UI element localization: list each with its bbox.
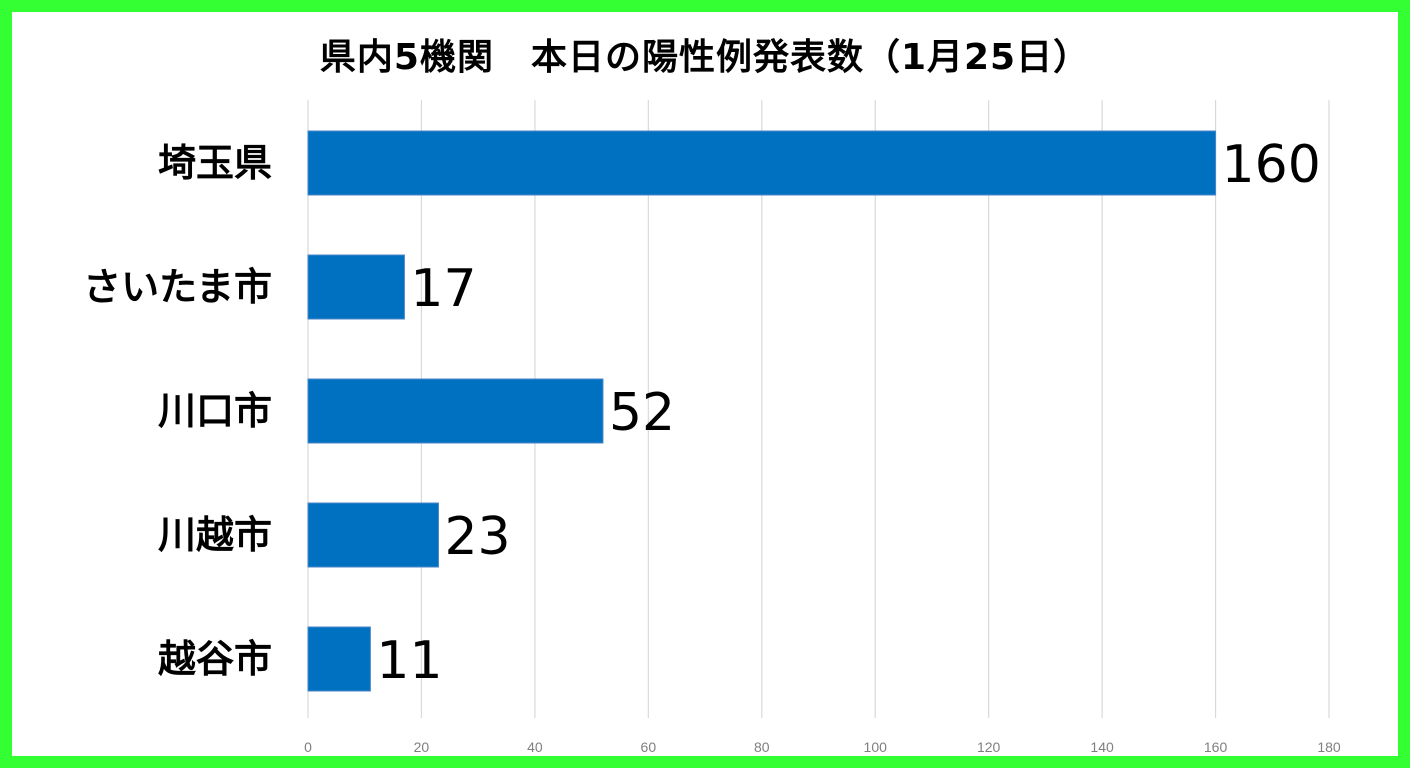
bars (307, 130, 1217, 692)
category-label: さいたま市 (83, 265, 272, 309)
data-label: 160 (1222, 135, 1321, 195)
x-axis-tick-labels: 0 20 40 60 80 100 120 140 160 180 (304, 739, 1341, 755)
data-label: 11 (376, 631, 442, 691)
x-tick-label: 120 (977, 739, 1001, 755)
x-tick-label: 100 (864, 739, 888, 755)
x-tick-label: 0 (304, 739, 312, 755)
category-label: 川口市 (158, 389, 272, 433)
data-label: 52 (609, 383, 675, 443)
x-tick-label: 40 (527, 739, 543, 755)
category-label: 川越市 (158, 513, 272, 557)
bar (307, 502, 439, 568)
bar (307, 254, 405, 320)
data-label: 17 (410, 259, 476, 319)
category-label: 埼玉県 (158, 141, 272, 185)
x-tick-label: 160 (1204, 739, 1228, 755)
x-tick-label: 60 (641, 739, 657, 755)
data-label: 23 (444, 507, 510, 567)
data-labels: 160 17 52 23 11 (376, 135, 1320, 691)
x-tick-label: 20 (414, 739, 430, 755)
bar (307, 626, 371, 692)
bar (307, 378, 604, 444)
category-label: 越谷市 (158, 637, 272, 681)
x-tick-label: 180 (1317, 739, 1341, 755)
bar (307, 130, 1217, 196)
x-tick-label: 140 (1090, 739, 1114, 755)
x-tick-label: 80 (754, 739, 770, 755)
chart-title: 県内5機関 本日の陽性例発表数（1月25日） (319, 37, 1091, 78)
